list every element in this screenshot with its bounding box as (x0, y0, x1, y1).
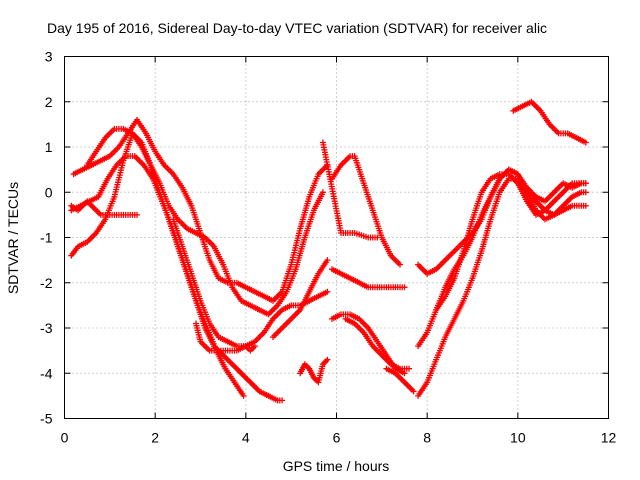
series-markers (193, 320, 258, 354)
series-markers (383, 365, 417, 395)
x-tick-label: 0 (61, 430, 69, 446)
series-arc-3 (68, 198, 140, 218)
y-tick-label: -3 (40, 320, 53, 336)
series-arc-11 (329, 153, 403, 268)
series-arc-5 (84, 125, 326, 318)
series-arc-13 (329, 311, 408, 377)
y-tick-label: 3 (45, 49, 53, 65)
series-arc-10 (319, 139, 381, 241)
series-markers (270, 257, 331, 341)
series-arc-9 (297, 356, 331, 386)
series-arc-14 (342, 315, 412, 372)
series-arc-18 (415, 166, 589, 277)
series-arc-12 (329, 266, 408, 291)
series-markers (329, 153, 403, 268)
series-markers (329, 311, 408, 377)
x-tick-label: 6 (333, 430, 341, 446)
series-markers (319, 139, 381, 241)
series-arc-7 (193, 320, 258, 354)
series-markers (329, 266, 408, 291)
series-arc-15 (383, 365, 417, 395)
y-tick-label: 2 (45, 94, 53, 110)
chart-title: Day 195 of 2016, Sidereal Day-to-day VTE… (47, 20, 547, 36)
x-tick-label: 12 (601, 430, 617, 446)
x-tick-label: 4 (242, 430, 250, 446)
y-axis-label: SDTVAR / TECUs (5, 182, 21, 294)
x-tick-label: 2 (151, 430, 159, 446)
y-tick-label: -1 (40, 230, 53, 246)
series-markers (68, 153, 247, 399)
x-tick-labels: 0 2 4 6 8 10 12 (61, 430, 617, 446)
series-markers (70, 116, 331, 304)
series-arc-19 (433, 171, 589, 313)
x-tick-label: 8 (423, 430, 431, 446)
series-markers (297, 356, 331, 386)
series-arc-2 (68, 153, 247, 399)
axis-ticks (64, 56, 609, 419)
series-markers (84, 125, 326, 318)
y-tick-label: -5 (40, 411, 53, 427)
y-tick-labels: -5 -4 -3 -2 -1 0 1 2 3 (40, 49, 53, 427)
y-tick-label: 1 (45, 139, 53, 155)
series-arc-20 (510, 98, 589, 146)
y-tick-label: -4 (40, 365, 53, 381)
series-markers (415, 166, 589, 277)
data-points (68, 98, 589, 404)
gridlines (64, 56, 609, 419)
series-markers (510, 98, 589, 146)
series-markers (342, 315, 412, 372)
series-markers (68, 198, 140, 218)
x-axis-label: GPS time / hours (283, 458, 390, 474)
x-tick-label: 10 (510, 430, 526, 446)
series-arc-8 (270, 257, 331, 341)
y-tick-label: -2 (40, 275, 53, 291)
series-markers (433, 171, 589, 313)
y-tick-label: 0 (45, 184, 53, 200)
series-arc-4 (70, 116, 331, 304)
